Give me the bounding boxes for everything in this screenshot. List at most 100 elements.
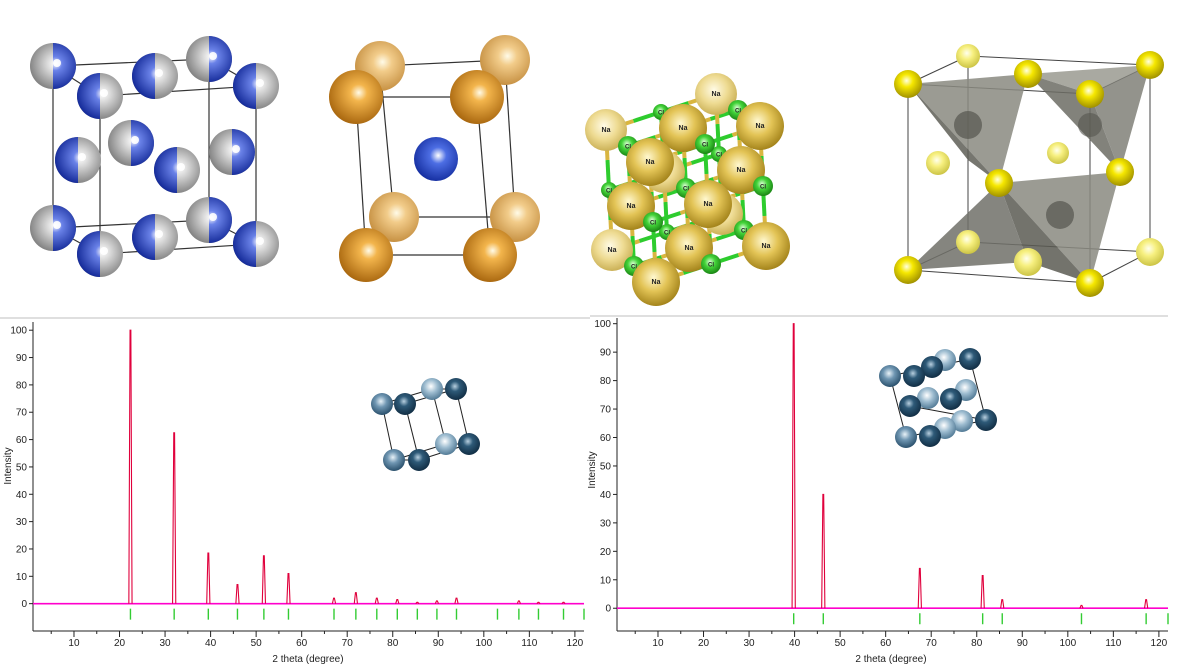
cl-label: Cl — [683, 187, 689, 193]
diffraction-peak — [516, 600, 521, 604]
diffraction-peak — [917, 567, 922, 609]
tetra-center-atom — [954, 111, 982, 139]
y-axis-label: Intensity — [3, 447, 14, 484]
x-tick-label: 30 — [743, 638, 755, 649]
na-label: Na — [646, 159, 655, 166]
diffraction-peak — [128, 329, 133, 604]
na-label: Na — [602, 127, 611, 134]
diffraction-peak — [791, 323, 796, 609]
y-tick-label: 70 — [16, 408, 28, 419]
y-tick-label: 20 — [16, 544, 28, 555]
y-tick-label: 90 — [600, 348, 612, 359]
y-tick-label: 90 — [16, 353, 28, 364]
y-tick-label: 0 — [605, 604, 611, 615]
cscl-corner-atom — [463, 228, 517, 282]
cl-label: Cl — [650, 221, 656, 227]
tetrahedron-face — [999, 183, 1090, 283]
y-ticks: 0 10 20 30 40 50 60 70 80 90 100 — [594, 319, 617, 615]
y-tick-label: 40 — [600, 490, 612, 501]
inset-atom — [951, 410, 973, 432]
inset-atom — [895, 426, 917, 448]
diffraction-peak — [415, 601, 420, 605]
x-tick-label: 80 — [971, 638, 983, 649]
cl-label: Cl — [702, 143, 708, 149]
diffraction-peak — [561, 601, 566, 605]
tetra-center-atom — [1078, 113, 1102, 137]
na-atom: Na — [695, 73, 737, 115]
x-tick-label: 60 — [880, 638, 892, 649]
diffraction-peak — [235, 583, 240, 604]
inset-atom — [917, 387, 939, 409]
na-atom: Na — [659, 104, 707, 152]
bcc-atom — [186, 36, 232, 82]
tetra-atom — [1136, 238, 1164, 266]
cscl-corner-atom — [329, 70, 383, 124]
bcc-atom — [132, 214, 178, 260]
x-axis-label: 2 theta (degree) — [272, 654, 343, 665]
inset-atom — [458, 433, 480, 455]
x-tick-label: 110 — [1105, 638, 1121, 649]
x-ticks: 10 20 30 40 50 60 70 80 90 100 110 120 — [50, 631, 584, 649]
x-ticks: 10 20 30 40 50 60 70 80 90 100 110 120 — [634, 631, 1168, 649]
x-tick-label: 100 — [475, 638, 492, 649]
bcc-atom — [132, 53, 178, 99]
xrd-chart-left: 0 10 20 30 40 50 60 70 80 90 100 10 20 30 40 50 60 70 80 9… — [3, 322, 585, 665]
tetra-atoms — [894, 44, 1164, 297]
x-tick-label: 90 — [433, 638, 445, 649]
y-tick-label: 20 — [600, 547, 612, 558]
diffraction-peak — [1000, 599, 1005, 609]
cl-label: Cl — [625, 145, 631, 151]
cl-atom: Cl — [643, 212, 663, 232]
bcc-atom — [233, 63, 279, 109]
tetra-center-atom — [1046, 201, 1074, 229]
y-axis-label: Intensity — [587, 451, 598, 488]
na-label: Na — [608, 247, 617, 254]
x-tick-label: 110 — [521, 638, 537, 649]
cl-label: Cl — [631, 265, 637, 271]
diffraction-peak — [206, 552, 211, 604]
bcc-atom — [233, 221, 279, 267]
x-tick-label: 40 — [205, 638, 217, 649]
x-tick-label: 120 — [567, 638, 584, 649]
na-atom: Na — [665, 224, 713, 272]
na-atom: Na — [736, 102, 784, 150]
cscl-corner-atom — [490, 192, 540, 242]
tetra-atom — [956, 230, 980, 254]
xrd-chart-right: 0 10 20 30 40 50 60 70 80 90 100 10 20 30 40 50 60 70 80 9… — [587, 318, 1169, 665]
y-tick-label: 0 — [21, 599, 27, 610]
na-label: Na — [685, 245, 694, 252]
inset-atom — [879, 365, 901, 387]
y-tick-label: 60 — [600, 433, 612, 444]
tetra-atom — [1014, 248, 1042, 276]
inset-atom — [394, 393, 416, 415]
tetrahedral-cell — [894, 44, 1164, 297]
tetra-atom — [1047, 142, 1069, 164]
na-atom: Na — [591, 229, 633, 271]
tetrahedra — [908, 65, 1150, 283]
cl-label: Cl — [606, 189, 612, 195]
diffraction-peak — [536, 601, 541, 605]
inset-atom — [921, 356, 943, 378]
inset-atom — [421, 378, 443, 400]
tetra-atom — [1014, 60, 1042, 88]
bcc-unit-cell — [30, 36, 279, 277]
diffraction-peak — [286, 573, 291, 604]
reflection-markers — [129, 608, 585, 620]
tetra-atom — [894, 256, 922, 284]
na-atom: Na — [626, 138, 674, 186]
x-tick-label: 120 — [1151, 638, 1168, 649]
y-tick-label: 50 — [16, 462, 28, 473]
na-label: Na — [679, 125, 688, 132]
x-tick-label: 30 — [159, 638, 171, 649]
x-tick-label: 70 — [926, 638, 938, 649]
na-label: Na — [737, 167, 746, 174]
x-tick-label: 20 — [114, 638, 126, 649]
bcc-atom — [209, 129, 255, 175]
tetra-atom — [985, 169, 1013, 197]
na-label: Na — [756, 123, 765, 130]
inset-atom — [940, 388, 962, 410]
na-label: Na — [762, 243, 771, 250]
diffraction-peaks — [128, 329, 566, 605]
inset-atom — [959, 348, 981, 370]
bcc-atom — [186, 197, 232, 243]
